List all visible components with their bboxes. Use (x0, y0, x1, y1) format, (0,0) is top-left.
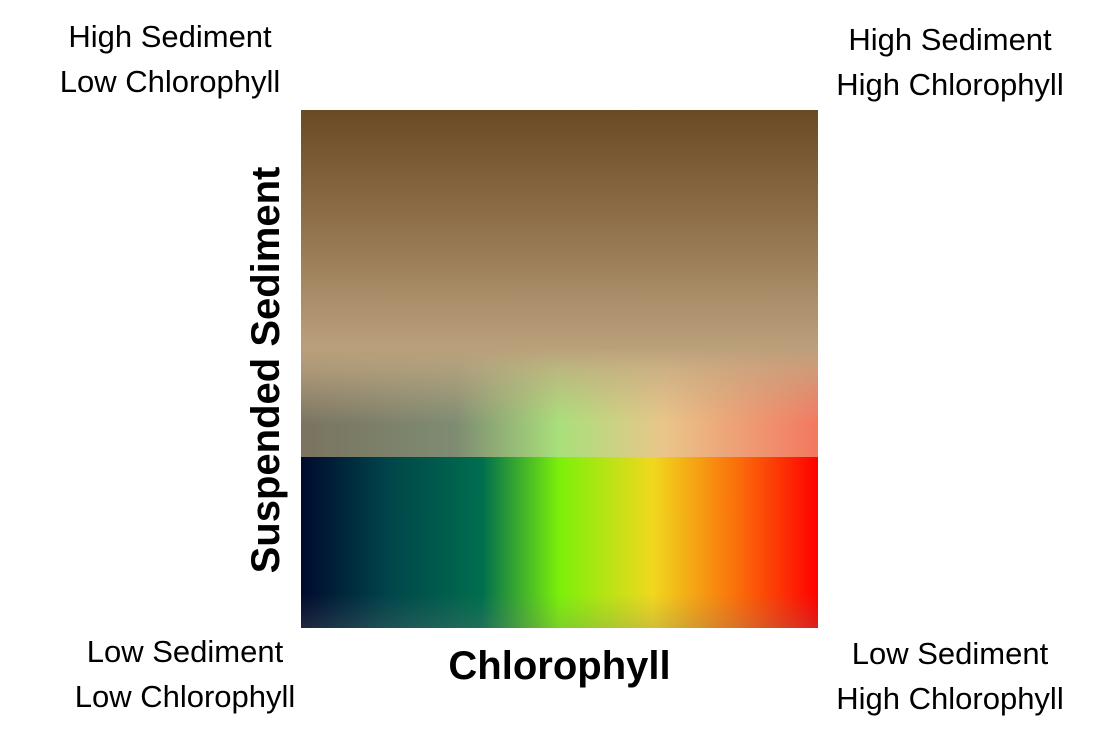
chlorophyll-color-region (301, 457, 818, 628)
corner-label-high-sediment-low-chlorophyll: High Sediment Low Chlorophyll (40, 14, 300, 104)
corner-label-line: Low Sediment (851, 636, 1049, 671)
y-axis-label: Suspended Sediment (244, 166, 288, 574)
corner-label-line: High Chlorophyll (836, 681, 1064, 716)
corner-label-line: Low Chlorophyll (59, 64, 281, 99)
bivariate-color-legend (301, 110, 818, 628)
corner-label-line: High Chlorophyll (836, 67, 1064, 102)
corner-label-high-sediment-high-chlorophyll: High Sediment High Chlorophyll (820, 17, 1080, 107)
corner-label-low-sediment-high-chlorophyll: Low Sediment High Chlorophyll (820, 631, 1080, 721)
x-axis-label: Chlorophyll (448, 644, 671, 688)
corner-label-low-sediment-low-chlorophyll: Low Sediment Low Chlorophyll (55, 629, 315, 719)
sediment-chlorophyll-transition (301, 347, 818, 457)
chlorophyll-edge-shade (301, 457, 818, 628)
corner-label-line: Low Chlorophyll (74, 679, 296, 714)
sediment-color-region (301, 110, 818, 457)
corner-label-line: Low Sediment (86, 634, 284, 669)
corner-label-line: High Sediment (68, 19, 272, 54)
corner-label-line: High Sediment (848, 22, 1052, 57)
